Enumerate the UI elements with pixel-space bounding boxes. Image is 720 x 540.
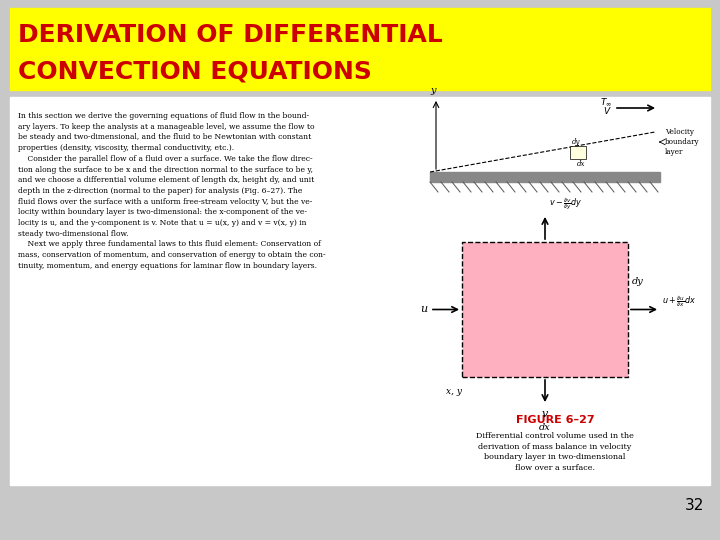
Text: dx: dx — [539, 423, 551, 432]
Text: dx: dx — [577, 160, 585, 168]
Text: DERIVATION OF DIFFERENTIAL: DERIVATION OF DIFFERENTIAL — [18, 23, 443, 47]
Bar — [570, 146, 586, 159]
Text: u: u — [420, 305, 427, 314]
Text: dy: dy — [572, 138, 580, 146]
Text: y: y — [431, 86, 436, 95]
Text: Differential control volume used in the
derivation of mass balance in velocity
b: Differential control volume used in the … — [476, 432, 634, 472]
Text: $T_\infty$: $T_\infty$ — [600, 96, 612, 108]
Text: FIGURE 6–27: FIGURE 6–27 — [516, 415, 594, 425]
Text: In this section we derive the governing equations of fluid flow in the bound-
ar: In this section we derive the governing … — [18, 112, 325, 270]
Bar — [10, 8, 710, 90]
Text: v: v — [542, 409, 548, 419]
Text: Velocity
boundary
layer: Velocity boundary layer — [665, 128, 700, 156]
Text: $u+\frac{\partial u}{\partial x}dx$: $u+\frac{\partial u}{\partial x}dx$ — [662, 294, 696, 309]
Text: $v-\frac{\partial v}{\partial y}dy$: $v-\frac{\partial v}{\partial y}dy$ — [549, 197, 582, 212]
Text: dy: dy — [632, 277, 644, 286]
Text: x, y: x, y — [446, 387, 462, 396]
Bar — [430, 172, 660, 182]
Bar — [10, 97, 710, 485]
Text: $V$: $V$ — [603, 105, 612, 116]
Text: 32: 32 — [685, 497, 705, 512]
Bar — [462, 242, 628, 377]
Text: CONVECTION EQUATIONS: CONVECTION EQUATIONS — [18, 60, 372, 84]
